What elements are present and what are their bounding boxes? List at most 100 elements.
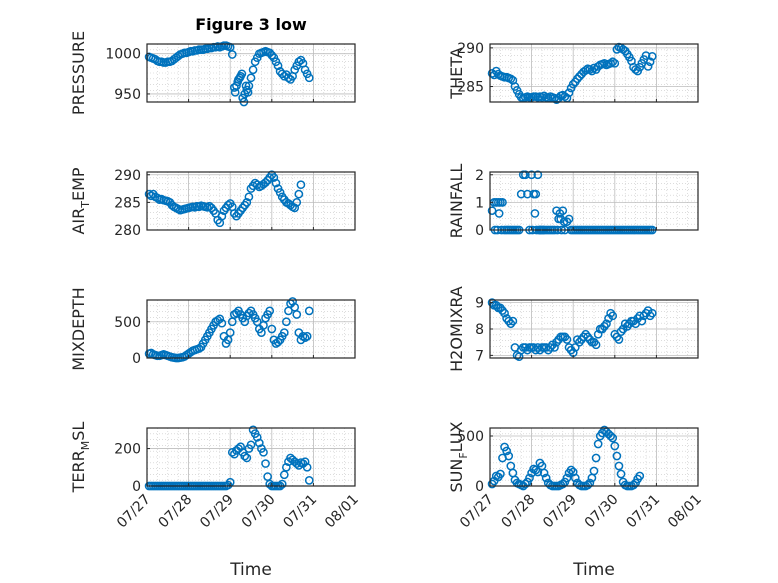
data-point	[608, 311, 618, 321]
data-point	[487, 206, 497, 216]
y-axis-label: TERRMSL	[69, 422, 92, 494]
data-point	[246, 440, 256, 450]
plot-area	[490, 172, 698, 230]
data-point	[643, 62, 653, 71]
y-tick-label: 2	[475, 168, 484, 184]
data-point	[269, 173, 279, 182]
data-point	[521, 170, 530, 180]
axes-frame	[489, 427, 699, 487]
y-tick-label: 290	[114, 168, 141, 184]
data-point	[217, 318, 227, 328]
data-point	[282, 462, 291, 472]
plot-area	[147, 172, 355, 230]
y-tick-label: 500	[114, 315, 141, 331]
data-point	[500, 308, 509, 318]
data-point	[242, 453, 252, 463]
data-point	[282, 317, 291, 327]
y-axis-label: H2OMIXRA	[447, 286, 466, 372]
data-point	[244, 81, 254, 91]
data-point	[608, 433, 618, 443]
data-point	[296, 180, 306, 190]
y-tick-label: 285	[114, 195, 141, 211]
data-point	[629, 480, 638, 490]
data-point	[637, 316, 647, 326]
data-point	[246, 73, 256, 83]
data-point	[294, 189, 304, 199]
data-point	[647, 52, 657, 61]
data-point	[261, 459, 270, 468]
data-point	[240, 451, 250, 461]
y-tick-label: 280	[114, 223, 141, 239]
y-axis-label: MIXDEPTH	[69, 287, 88, 370]
y-tick-label: 0	[132, 351, 141, 367]
y-tick-label: 950	[114, 87, 141, 103]
data-point	[502, 446, 511, 456]
data-point	[292, 198, 302, 207]
data-point	[487, 69, 497, 78]
axes-frame	[146, 43, 356, 103]
data-point	[254, 438, 264, 448]
data-point	[537, 93, 547, 102]
data-point	[516, 189, 526, 199]
data-point	[300, 457, 310, 467]
x-tick-label: 07/31	[623, 492, 663, 532]
subplot-h2omixra: 7 8 9 H2OMIXRA	[447, 286, 699, 372]
subplot-sun_flux: 0 500 07/27 07/28 07/29 07/30 07/31 08/01 SUNFLU…	[447, 421, 705, 531]
data-point	[259, 447, 268, 457]
data-point	[562, 473, 572, 483]
data-point	[277, 69, 287, 79]
y-tick-label: 290	[457, 41, 484, 57]
data-point	[232, 308, 241, 318]
data-point	[302, 331, 312, 341]
data-point	[539, 91, 549, 101]
y-axis-label: PRESSURE	[69, 31, 88, 115]
axes-frame	[146, 427, 356, 487]
data-point	[558, 206, 568, 216]
data-point	[237, 69, 247, 79]
data-point	[531, 465, 541, 475]
x-tick-label: 08/01	[665, 492, 705, 532]
data-point	[252, 433, 262, 442]
data-point	[562, 335, 572, 344]
data-point	[298, 331, 308, 341]
data-point	[591, 453, 601, 463]
y-tick-label: 0	[475, 479, 484, 495]
data-point	[292, 459, 302, 468]
x-tick-label: 07/27	[457, 492, 497, 532]
y-tick-label: 200	[114, 442, 141, 458]
y-axis-label: THETA	[447, 47, 466, 99]
data-point	[304, 306, 314, 316]
data-point	[550, 343, 559, 352]
data-point	[568, 79, 578, 89]
data-point	[244, 192, 254, 202]
data-point	[614, 461, 624, 471]
data-point	[616, 469, 626, 479]
x-axis-label-left: Time	[229, 560, 272, 580]
data-point	[279, 470, 289, 480]
y-tick-label: 0	[132, 479, 141, 495]
data-point	[570, 343, 580, 352]
axes-frame	[146, 299, 356, 359]
data-point	[606, 431, 615, 441]
subplot-rainfall: 0 1 2 RAINFALL	[447, 164, 699, 239]
x-tick-label: 07/28	[499, 492, 539, 532]
x-tick-label: 07/30	[239, 492, 279, 532]
data-point	[279, 328, 289, 337]
data-point	[302, 462, 312, 472]
y-tick-label: 7	[475, 348, 484, 364]
data-point	[273, 337, 283, 347]
data-point	[217, 211, 227, 221]
data-point	[645, 57, 655, 67]
data-point	[267, 324, 277, 334]
data-point	[583, 480, 593, 490]
figure-title: Figure 3 low	[195, 15, 307, 34]
data-point	[498, 198, 507, 207]
x-tick-label: 07/27	[114, 492, 154, 532]
x-tick-label: 08/01	[322, 492, 362, 532]
data-point	[531, 189, 541, 199]
data-point	[591, 340, 601, 350]
data-point	[589, 466, 599, 476]
y-tick-label: 1	[475, 195, 484, 211]
